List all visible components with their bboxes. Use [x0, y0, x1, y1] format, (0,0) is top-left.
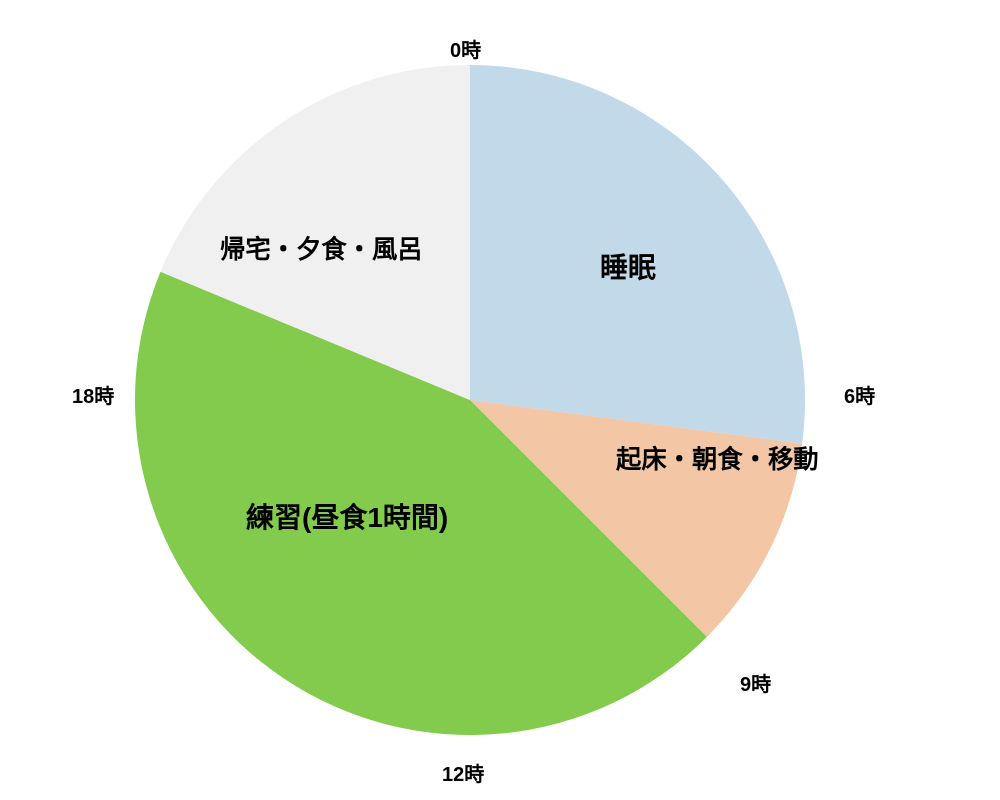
daily-schedule-pie-chart: 0時 6時 9時 12時 18時 睡眠 起床・朝食・移動 練習(昼食1時間) 帰… [0, 0, 1000, 800]
axis-label-12h: 12時 [442, 758, 484, 787]
slice-label-wake-breakfast-commute: 起床・朝食・移動 [616, 440, 819, 476]
slice-label-home-dinner-bath: 帰宅・夕食・風呂 [220, 230, 423, 266]
slice-label-sleep: 睡眠 [600, 246, 656, 286]
slice-label-practice: 練習(昼食1時間) [246, 496, 448, 536]
axis-label-18h: 18時 [72, 380, 114, 409]
axis-label-9h: 9時 [740, 668, 771, 697]
axis-label-0h: 0時 [450, 34, 481, 63]
axis-label-6h: 6時 [844, 380, 875, 409]
